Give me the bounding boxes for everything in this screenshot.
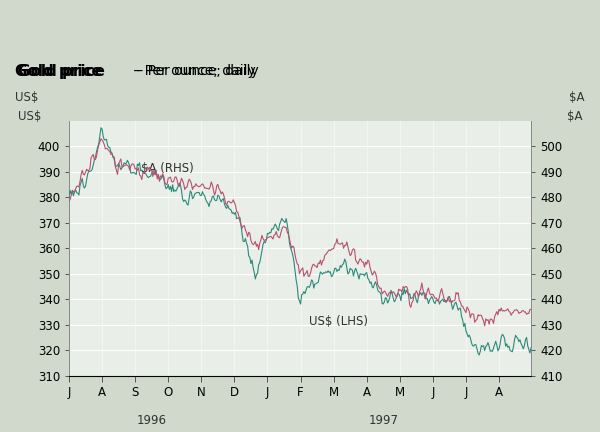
Text: $A: $A: [566, 110, 582, 123]
Text: – Per ounce; daily: – Per ounce; daily: [132, 64, 259, 78]
Text: Gold price: Gold price: [15, 64, 102, 79]
Text: Gold price: Gold price: [18, 64, 105, 79]
Text: $A (RHS): $A (RHS): [140, 162, 193, 175]
Text: US$ (LHS): US$ (LHS): [310, 315, 368, 328]
Text: US$: US$: [15, 91, 38, 104]
Text: $A: $A: [569, 91, 585, 104]
Text: – Per ounce; daily: – Per ounce; daily: [129, 64, 256, 78]
Text: 1996: 1996: [137, 414, 167, 427]
Text: US$: US$: [18, 110, 41, 123]
Text: 1997: 1997: [368, 414, 398, 427]
